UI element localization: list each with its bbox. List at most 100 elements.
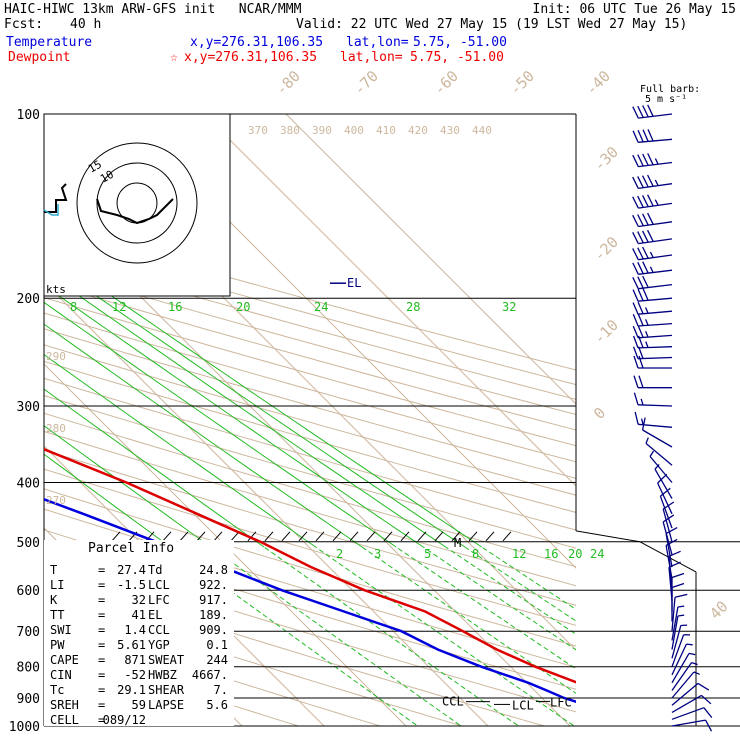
m-label: M xyxy=(454,536,461,550)
barb-flag xyxy=(637,325,644,338)
theta-label: 390 xyxy=(312,124,332,137)
parcel-value: 244 xyxy=(206,653,228,667)
model-title: HAIC-HIWC 13km ARW-GFS init NCAR/MMM xyxy=(4,2,302,17)
mixing-ratio-line xyxy=(170,546,419,726)
mixing-ratio-line xyxy=(59,269,466,548)
wind-barb xyxy=(632,212,673,228)
hatch-mark xyxy=(230,531,240,542)
wind-barb xyxy=(671,624,688,659)
hatch-mark xyxy=(281,531,291,542)
barb-flag xyxy=(703,707,713,719)
barb-staff xyxy=(654,468,673,499)
hodograph-box xyxy=(43,113,231,297)
parcel-value: 189. xyxy=(199,608,228,622)
legend-dewpoint: Dewpoint xyxy=(8,50,71,65)
wind-barb xyxy=(671,682,710,706)
barb-flag xyxy=(665,527,678,535)
barb-half-flag xyxy=(654,199,659,206)
mixing-ratio-line xyxy=(44,453,171,548)
parcel-value: 871 xyxy=(124,653,146,667)
barb-flag xyxy=(637,176,644,188)
isotherm-line xyxy=(203,114,576,487)
isotherm-line xyxy=(44,363,407,726)
barb-staff xyxy=(642,429,673,448)
barb-flag xyxy=(674,593,688,598)
mixing-ratio-line xyxy=(74,269,482,548)
hatch-mark xyxy=(485,531,495,542)
barb-flag xyxy=(632,232,639,244)
wind-barb xyxy=(641,417,673,448)
parcel-value: 7. xyxy=(214,683,228,697)
barb-staff xyxy=(638,113,673,119)
hodograph-ring xyxy=(96,162,178,244)
parcel-value: 27.4 xyxy=(117,563,146,577)
barb-flag xyxy=(637,301,644,314)
parcel-key: Td xyxy=(148,563,162,577)
barb-flag xyxy=(637,276,644,289)
barb-half-flag xyxy=(645,330,649,338)
isotherm-label: -70 xyxy=(350,67,382,99)
wind-barb xyxy=(633,375,672,389)
hatch-mark xyxy=(417,531,427,542)
mixing-ratio-label: 28 xyxy=(406,300,420,314)
isotherm-label: 40 xyxy=(706,597,732,623)
barb-flag xyxy=(642,195,649,207)
parcel-key: PW xyxy=(50,638,65,652)
barb-half-flag xyxy=(677,614,685,617)
wind-barb xyxy=(662,501,675,542)
wind-barb xyxy=(632,194,673,209)
barb-half-flag xyxy=(645,319,649,326)
wind-barb xyxy=(671,593,688,632)
wind-barb xyxy=(632,229,673,245)
barb-flag xyxy=(657,473,668,484)
isotherm-label: -80 xyxy=(272,67,304,99)
wind-barb xyxy=(671,671,700,699)
theta-label: 440 xyxy=(472,124,492,137)
mixing-ratio-label: 24 xyxy=(314,300,328,314)
mixing-ratio-label: 12 xyxy=(112,300,126,314)
theta-label-left: 280 xyxy=(46,422,66,435)
barb-staff xyxy=(671,606,679,641)
barb-staff xyxy=(671,707,705,720)
wind-barb xyxy=(671,634,691,667)
barb-flag xyxy=(632,262,639,275)
barb-flag xyxy=(642,246,649,259)
barb-flag xyxy=(632,302,639,315)
barb-staff xyxy=(638,183,673,190)
mixing-ratio-label: 24 xyxy=(590,547,604,561)
wind-barb xyxy=(671,652,696,684)
wind-barb xyxy=(671,582,685,622)
parcel-eq: = xyxy=(98,623,105,637)
dry-adiabat-line xyxy=(44,619,382,726)
hodograph-ring xyxy=(76,142,198,264)
mixing-ratio-line xyxy=(44,353,316,548)
wind-barb xyxy=(632,288,673,302)
axis-slant xyxy=(575,530,641,543)
legend-temp-xy: x,y=276.31,106.35 xyxy=(190,35,324,50)
barb-staff xyxy=(659,495,673,529)
isobar-label: 300 xyxy=(17,400,40,415)
init-time: Init: 06 UTC Tue 26 May 15 xyxy=(532,2,737,17)
barb-flag xyxy=(632,248,639,260)
theta-label-left: 270 xyxy=(46,494,66,507)
barb-staff xyxy=(638,269,673,275)
barb-flag xyxy=(671,582,685,589)
fcst-label: Fcst: xyxy=(4,17,44,32)
parcel-value: -1.5 xyxy=(117,578,146,592)
barb-flag xyxy=(647,174,654,187)
barb-flag xyxy=(633,355,639,369)
mixing-ratio-label: 8 xyxy=(70,300,77,314)
wind-barb xyxy=(671,605,685,641)
barb-flag xyxy=(637,231,644,244)
barb-staff xyxy=(637,404,673,407)
isobar-label: 500 xyxy=(17,536,40,551)
parcel-key: Tc xyxy=(50,683,64,697)
barb-half-flag xyxy=(654,158,659,165)
parcel-key: YGP xyxy=(148,638,170,652)
mixing-ratio-line xyxy=(44,425,211,548)
parcel-value: 41 xyxy=(132,608,146,622)
isotherm-line xyxy=(285,114,576,405)
hatch-mark xyxy=(264,531,274,542)
parcel-value: 4667. xyxy=(192,668,228,682)
